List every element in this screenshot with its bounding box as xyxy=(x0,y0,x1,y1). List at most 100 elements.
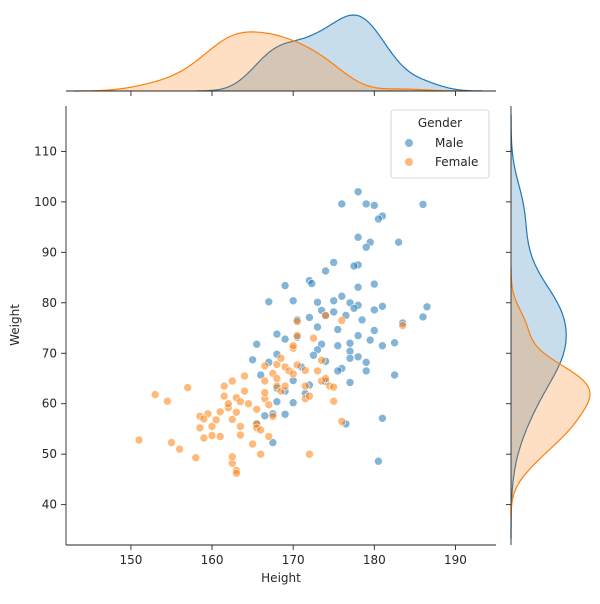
point-male xyxy=(345,353,355,363)
point-male xyxy=(418,312,428,322)
point-male xyxy=(369,201,379,210)
point-female xyxy=(337,417,347,426)
point-male xyxy=(378,301,387,311)
point-female xyxy=(329,382,339,392)
top-marginal-ticks xyxy=(130,91,456,96)
y-axis-label: Weight xyxy=(8,304,22,346)
point-female xyxy=(215,407,225,417)
point-female xyxy=(256,425,266,435)
x-tick-label: 150 xyxy=(119,553,142,567)
point-male xyxy=(361,243,371,252)
y-tick-label: 60 xyxy=(42,397,57,411)
legend-frame xyxy=(390,109,490,179)
point-female xyxy=(309,333,318,343)
y-tick-label: 110 xyxy=(34,144,57,158)
point-female xyxy=(134,435,144,445)
point-male xyxy=(248,355,257,365)
point-female xyxy=(244,399,253,409)
x-tick-label: 170 xyxy=(282,553,305,567)
y-tick-label: 70 xyxy=(42,346,57,360)
point-female xyxy=(175,444,184,454)
point-male xyxy=(390,370,399,380)
legend-items: Male Female xyxy=(405,136,478,169)
x-axis-label: Height xyxy=(261,571,301,585)
point-male xyxy=(394,237,403,247)
point-male xyxy=(369,305,379,315)
y-ticks: 40 50 60 70 80 90 100 110 xyxy=(34,144,66,512)
point-male xyxy=(337,291,347,301)
point-female xyxy=(211,415,221,425)
point-female xyxy=(232,468,241,478)
point-female xyxy=(329,396,339,406)
point-male xyxy=(390,338,399,348)
y-tick-label: 50 xyxy=(42,447,57,461)
point-female xyxy=(292,360,302,370)
point-male xyxy=(333,325,343,334)
right-kde-fill-female xyxy=(511,267,590,522)
x-tick-label: 180 xyxy=(363,553,386,567)
point-male xyxy=(337,199,347,209)
point-female xyxy=(305,449,314,459)
point-male xyxy=(321,266,330,276)
point-male xyxy=(252,339,262,349)
point-male xyxy=(307,279,317,288)
point-male xyxy=(353,352,363,362)
point-male xyxy=(345,338,355,348)
point-male xyxy=(353,187,363,197)
point-female xyxy=(215,432,225,441)
right-kde-line-female xyxy=(510,267,591,522)
y-tick-label: 80 xyxy=(42,296,57,310)
point-female xyxy=(219,381,229,391)
point-male xyxy=(313,322,322,332)
point-female xyxy=(272,374,282,383)
point-female xyxy=(292,317,302,326)
point-female xyxy=(167,438,176,447)
point-female xyxy=(236,397,245,407)
top-kde-line-female xyxy=(74,31,468,92)
point-male xyxy=(313,297,322,307)
point-female xyxy=(300,366,310,375)
point-female xyxy=(321,311,330,320)
x-ticks: 150 160 170 180 190 xyxy=(119,545,467,567)
right-marginal-ticks xyxy=(506,150,511,506)
point-male xyxy=(374,214,383,224)
point-female xyxy=(163,396,172,406)
point-male xyxy=(280,409,290,419)
point-female xyxy=(337,316,347,325)
point-female xyxy=(305,391,314,401)
top-marginal-kde xyxy=(74,14,483,92)
point-female xyxy=(199,414,209,424)
point-male xyxy=(305,313,314,322)
point-female xyxy=(199,433,209,443)
point-male xyxy=(309,350,318,360)
top-kde-fill-female xyxy=(74,31,468,91)
point-female xyxy=(288,341,298,351)
point-female xyxy=(232,407,241,417)
point-male xyxy=(369,279,379,289)
point-male xyxy=(329,307,339,317)
point-male xyxy=(280,334,290,344)
point-female xyxy=(236,422,245,431)
point-female xyxy=(236,430,245,440)
top-kde-fill-male xyxy=(197,15,483,91)
point-male xyxy=(353,331,363,340)
point-female xyxy=(248,439,257,449)
legend-marker-female xyxy=(405,158,413,166)
point-female xyxy=(317,355,326,365)
point-male xyxy=(369,326,379,335)
point-female xyxy=(264,432,274,441)
point-male xyxy=(378,413,387,423)
legend-label-female: Female xyxy=(435,155,478,169)
point-female xyxy=(228,415,237,424)
point-male xyxy=(288,398,298,408)
point-female xyxy=(195,423,205,433)
point-male xyxy=(357,315,367,325)
right-kde-line-male xyxy=(510,114,567,539)
point-male xyxy=(361,199,371,209)
point-female xyxy=(228,452,237,462)
point-male xyxy=(353,282,363,292)
x-tick-label: 190 xyxy=(444,553,467,567)
legend-label-male: Male xyxy=(435,136,463,150)
point-female xyxy=(398,321,408,330)
